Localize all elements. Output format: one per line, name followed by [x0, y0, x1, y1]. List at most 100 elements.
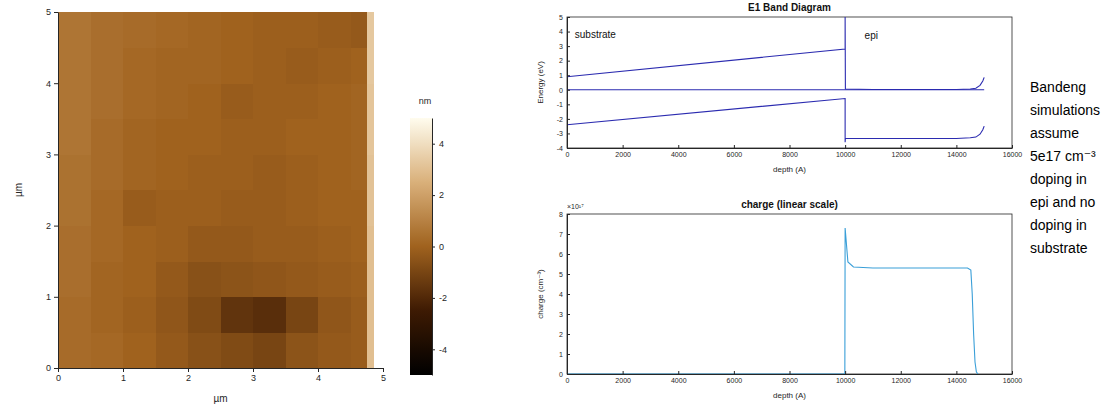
- height-cell: [318, 83, 351, 119]
- x-axis-tick-label: 8000: [782, 151, 798, 158]
- x-axis-tick-mark: [318, 368, 319, 372]
- y-axis-tick: 7: [559, 231, 570, 238]
- y-axis-tick-label: 5: [46, 7, 51, 17]
- x-axis-tick-mark: [1012, 371, 1013, 374]
- y-axis-tick: -3: [557, 130, 570, 137]
- x-axis-tick-label: 1: [121, 373, 126, 383]
- x-axis-tick: 10000: [836, 145, 856, 158]
- y-axis-tick-label: 4: [559, 28, 563, 35]
- x-axis-tick-mark: [790, 145, 791, 148]
- height-cell: [367, 83, 374, 119]
- y-multiplier: ×10¹⁷: [567, 203, 584, 210]
- colorbar-axis-tick: 2: [432, 190, 444, 200]
- y-axis-tick-label: -1: [557, 101, 563, 108]
- x-axis-tick: 14000: [947, 371, 967, 384]
- height-cell: [91, 297, 124, 333]
- height-cell: [188, 261, 221, 297]
- x-axis: 0200040006000800010000120001400016000: [566, 371, 1023, 384]
- y-axis-tick-mark: [567, 46, 570, 47]
- y-axis-tick-label: -2: [557, 116, 563, 123]
- height-cell: [351, 190, 368, 226]
- x-axis-line: [568, 374, 1013, 375]
- x-axis-tick-mark: [623, 145, 624, 148]
- y-axis-tick-label: 4: [559, 291, 563, 298]
- x-axis-tick: 3: [251, 368, 256, 383]
- height-cell: [221, 226, 254, 262]
- y-axis-tick-label: 2: [559, 57, 563, 64]
- note-line: Bandeng: [1030, 79, 1086, 95]
- height-cell: [367, 190, 374, 226]
- plot-frame: [567, 214, 1012, 374]
- x-axis-tick-mark: [678, 371, 679, 374]
- height-cell: [91, 12, 124, 48]
- x-axis-tick-label: 4: [316, 373, 321, 383]
- note-line: simulations: [1030, 102, 1100, 118]
- y-axis-title: µm: [13, 183, 24, 197]
- y-axis-line: [58, 13, 59, 369]
- x-axis-tick: 1: [121, 368, 126, 383]
- x-axis-tick: 16000: [1003, 145, 1023, 158]
- height-cell: [123, 48, 156, 84]
- x-axis-tick-mark: [901, 371, 902, 374]
- height-cell: [318, 154, 351, 190]
- y-axis-tick-mark: [54, 12, 58, 13]
- height-cell: [367, 48, 374, 84]
- y-axis-tick-mark: [567, 148, 570, 149]
- y-axis-tick-label: 2: [46, 221, 51, 231]
- height-cell: [188, 119, 221, 155]
- height-cell: [91, 332, 124, 368]
- height-cell: [367, 226, 374, 262]
- height-cell: [58, 119, 91, 155]
- colorbar-axis-tick-mark: [432, 195, 435, 196]
- y-axis-tick: 1: [559, 351, 570, 358]
- x-axis-tick-mark: [383, 368, 384, 372]
- x-axis-tick-label: 0: [56, 373, 61, 383]
- height-cell: [58, 154, 91, 190]
- colorbar-axis-tick-label: 0: [439, 242, 444, 252]
- height-cell: [221, 119, 254, 155]
- height-cell: [221, 48, 254, 84]
- y-axis-tick-mark: [567, 334, 570, 335]
- x-axis-tick-label: 2000: [615, 377, 631, 384]
- height-cell: [253, 119, 286, 155]
- height-cell: [221, 83, 254, 119]
- height-cell: [91, 154, 124, 190]
- height-cell: [367, 297, 374, 333]
- height-cell: [188, 83, 221, 119]
- y-axis-tick-mark: [567, 119, 570, 120]
- height-cell: [156, 190, 189, 226]
- x-axis-title: depth (A): [773, 391, 806, 400]
- x-axis-tick-label: 4000: [671, 151, 687, 158]
- height-cell: [253, 226, 286, 262]
- y-axis-tick-label: 1: [559, 351, 563, 358]
- side-note: Bandengsimulationsassume5e17 cm⁻³doping …: [1030, 79, 1100, 256]
- note-line: doping in: [1030, 217, 1087, 233]
- y-axis-tick-mark: [567, 374, 570, 375]
- height-cell: [286, 261, 319, 297]
- height-cell: [253, 190, 286, 226]
- height-cell: [318, 12, 351, 48]
- y-axis-tick-label: -3: [557, 130, 563, 137]
- x-axis-tick: 10000: [836, 371, 856, 384]
- x-axis-line: [568, 148, 1013, 149]
- height-cell: [156, 332, 189, 368]
- series-line: [567, 89, 984, 90]
- height-cell: [123, 119, 156, 155]
- afm-image: [58, 12, 374, 368]
- y-axis-tick-mark: [567, 104, 570, 105]
- height-cell: [91, 261, 124, 297]
- x-axis-tick: 2000: [615, 145, 631, 158]
- x-axis-tick-label: 14000: [947, 151, 967, 158]
- x-axis-tick-label: 2: [186, 373, 191, 383]
- y-axis-tick-label: 0: [559, 87, 563, 94]
- height-cell: [91, 119, 124, 155]
- height-cell: [318, 297, 351, 333]
- note-line: assume: [1030, 125, 1079, 141]
- y-axis-tick: 5: [559, 271, 570, 278]
- x-axis-tick-label: 16000: [1003, 151, 1023, 158]
- height-cell: [58, 297, 91, 333]
- x-axis-tick-label: 10000: [836, 151, 856, 158]
- note-line: doping in: [1030, 171, 1087, 187]
- x-axis-tick-label: 0: [566, 151, 570, 158]
- height-cell: [253, 48, 286, 84]
